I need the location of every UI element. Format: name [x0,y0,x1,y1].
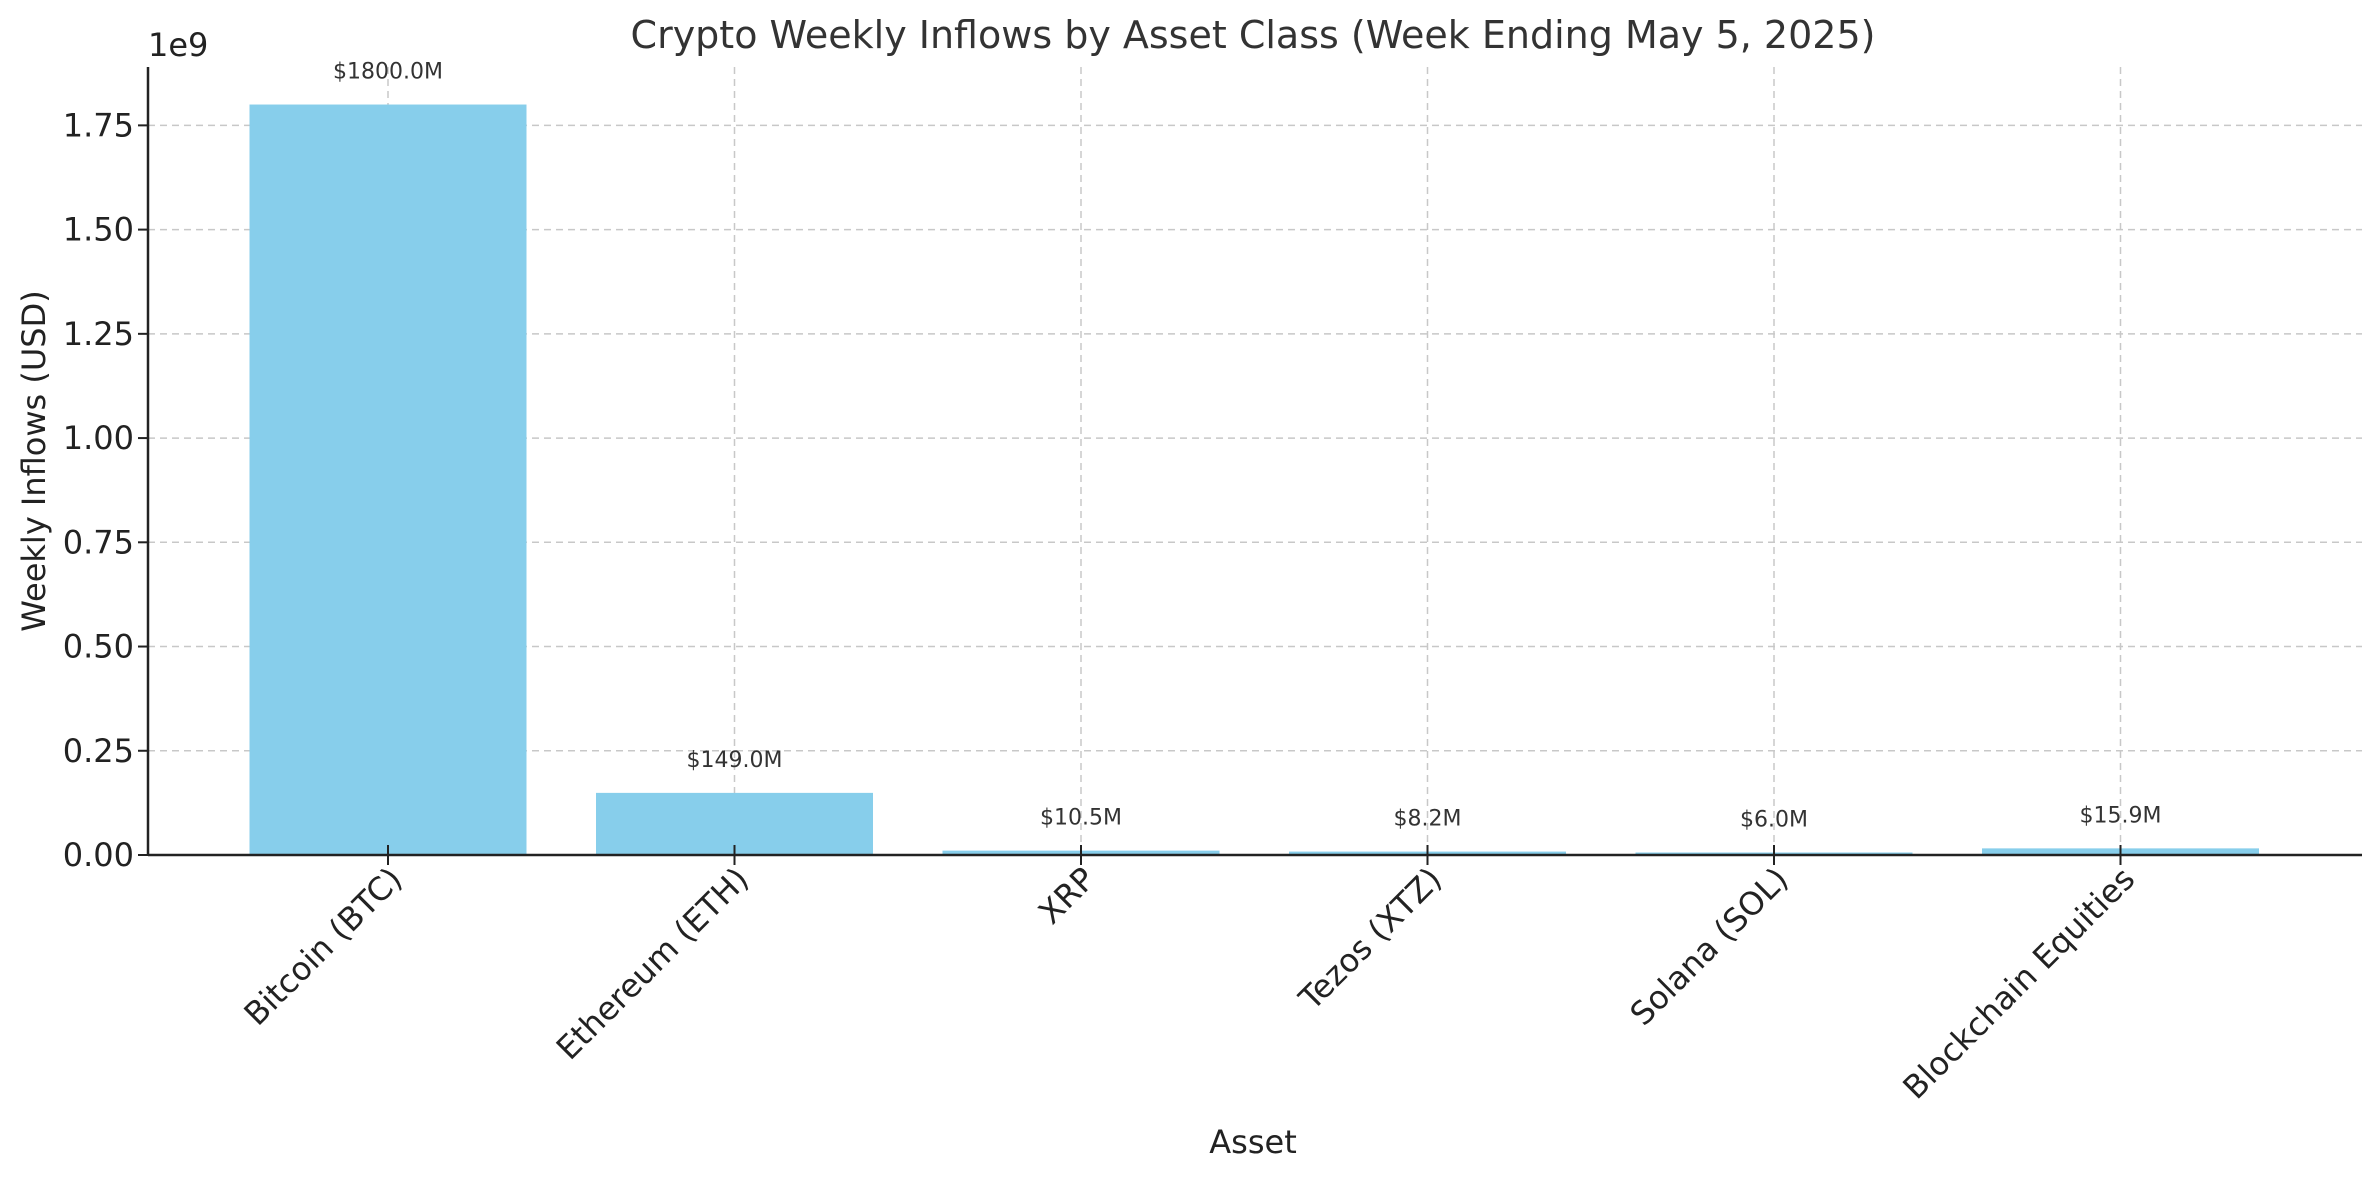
data-label: $1800.0M [333,60,443,85]
x-tick-label: Ethereum (ETH) [549,860,756,1067]
data-label: $149.0M [687,748,783,773]
y-tick-label: 1.25 [63,315,134,353]
y-tick-label: 1.75 [63,106,134,144]
y-tick-label: 1.00 [63,419,134,457]
bar-0 [249,104,527,856]
y-tick-label: 0.00 [63,836,134,874]
x-axis-label: Asset [1209,1123,1296,1161]
chart-title: Crypto Weekly Inflows by Asset Class (We… [631,13,1876,57]
y-tick-label: 0.25 [63,732,134,770]
x-tick-label: Solana (SOL) [1623,860,1796,1033]
x-tick-label: Tezos (XTZ) [1291,860,1449,1018]
x-tick-label: Blockchain Equities [1895,860,2142,1107]
bar-1 [596,792,873,855]
bars-layer [249,104,2259,856]
data-label: $10.5M [1040,806,1122,831]
y-tick-label: 0.50 [63,628,134,666]
y-axis-offset-label: 1e9 [148,26,208,64]
data-label: $15.9M [2080,803,2162,828]
y-tick-label: 0.75 [63,523,134,561]
x-tick-label: XRP [1031,860,1103,932]
data-label: $8.2M [1394,807,1462,832]
data-label: $6.0M [1740,807,1808,832]
x-tick-label: Bitcoin (BTC) [237,860,410,1033]
y-axis-label: Weekly Inflows (USD) [15,290,53,631]
axes-layer [138,67,2362,865]
y-tick-label: 1.50 [63,211,134,249]
